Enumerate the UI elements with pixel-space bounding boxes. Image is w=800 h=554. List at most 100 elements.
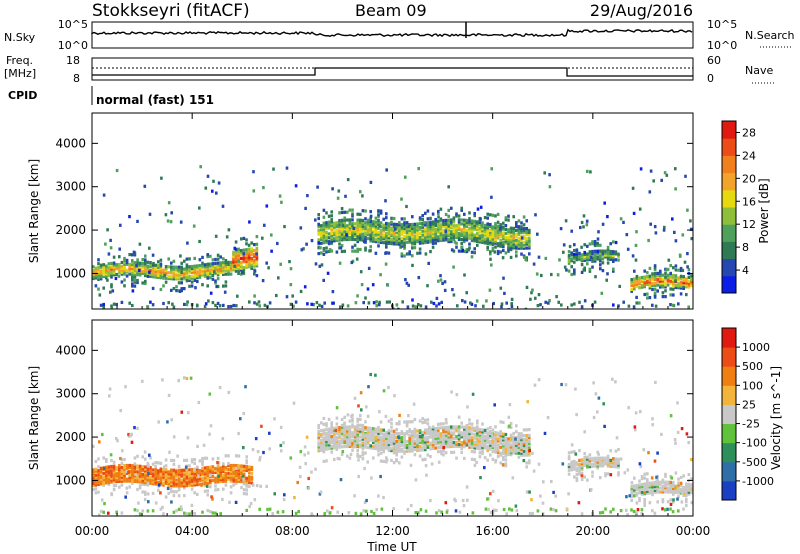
heatmap-cell [405,430,409,434]
heatmap-cell [356,454,359,458]
heatmap-cell [133,265,137,269]
heatmap-cell [338,219,341,223]
heatmap-cell [322,229,326,233]
heatmap-cell [672,492,675,496]
heatmap-cell [257,300,261,304]
heatmap-cell [489,228,492,232]
heatmap-cell [184,465,188,469]
heatmap-cell [102,483,105,487]
heatmap-cell [666,277,670,281]
heatmap-cell [439,236,443,241]
heatmap-cell [232,479,235,483]
heatmap-cell [382,229,385,233]
heatmap-cell [354,301,358,305]
heatmap-cell [215,191,218,195]
heatmap-cell [217,181,221,185]
heatmap-cell [227,390,231,395]
heatmap-cell [379,428,383,432]
heatmap-cell [325,223,328,227]
heatmap-cell [593,300,597,304]
heatmap-cell [360,283,364,287]
heatmap-cell [679,286,683,290]
heatmap-cell [209,467,212,471]
heatmap-cell [206,253,209,257]
heatmap-cell [465,423,469,428]
heatmap-cell [603,201,606,205]
heatmap-cell [245,488,248,492]
heatmap-cell [424,229,427,233]
heatmap-cell [175,269,178,273]
heatmap-cell [183,267,186,271]
heatmap-cell [461,248,465,252]
heatmap-cell [190,503,194,507]
heatmap-cell [457,233,461,238]
heatmap-cell [507,443,510,447]
heatmap-cell [505,512,508,516]
heatmap-cell [525,465,528,469]
heatmap-cell [154,461,157,465]
heatmap-cell [690,280,693,284]
heatmap-cell [609,251,612,255]
heatmap-cell [216,269,220,273]
heatmap-cell [322,436,326,440]
heatmap-cell [429,240,432,244]
heatmap-cell [640,492,644,496]
heatmap-cell [659,281,662,285]
heatmap-cell [216,267,220,271]
heatmap-cell [414,511,417,515]
heatmap-cell [97,471,100,475]
heatmap-cell [664,277,667,281]
heatmap-cell [426,428,430,432]
heatmap-cell [554,494,557,498]
heatmap-cell [437,221,440,225]
heatmap-cell [478,226,482,230]
heatmap-cell [470,231,474,235]
heatmap-cell [340,218,344,222]
y-tick-label: 1000 [55,266,86,280]
heatmap-cell [354,511,358,515]
heatmap-cell [468,242,471,246]
heatmap-cell [369,428,372,432]
heatmap-cell [486,446,489,451]
heatmap-cell [261,279,265,283]
heatmap-cell [240,266,243,270]
heatmap-cell [385,216,388,220]
heatmap-cell [133,464,137,468]
heatmap-cell [201,462,204,466]
heatmap-cell [278,194,282,198]
heatmap-cell [466,498,469,502]
heatmap-cell [339,478,343,482]
heatmap-cell [363,500,367,505]
heatmap-cell [133,280,137,284]
heatmap-cell [325,236,328,240]
heatmap-cell [250,251,253,255]
heatmap-cell [245,242,248,246]
heatmap-cell [100,498,104,502]
heatmap-cell [612,462,615,467]
cpid-value: normal (fast) 151 [96,93,214,107]
heatmap-cell [602,402,605,406]
heatmap-cell [141,271,144,275]
heatmap-cell [377,447,380,451]
heatmap-cell [522,443,526,448]
heatmap-cell [384,251,387,255]
heatmap-cell [352,445,356,449]
heatmap-cell [222,284,225,288]
heatmap-cell [666,500,670,504]
heatmap-cell [463,234,466,238]
heatmap-cell [136,271,139,275]
heatmap-cell [439,231,443,235]
heatmap-cell [374,439,378,443]
heatmap-cell [356,437,359,441]
heatmap-cell [400,432,404,436]
heatmap-cell [431,222,435,226]
heatmap-cell [578,253,581,257]
heatmap-cell [439,217,443,221]
heatmap-cell [479,476,482,480]
heatmap-cell [442,224,445,229]
heatmap-cell [638,282,641,286]
heatmap-cell [374,447,378,451]
heatmap-cell [216,470,220,474]
heatmap-cell [151,303,155,307]
heatmap-cell [452,218,456,222]
